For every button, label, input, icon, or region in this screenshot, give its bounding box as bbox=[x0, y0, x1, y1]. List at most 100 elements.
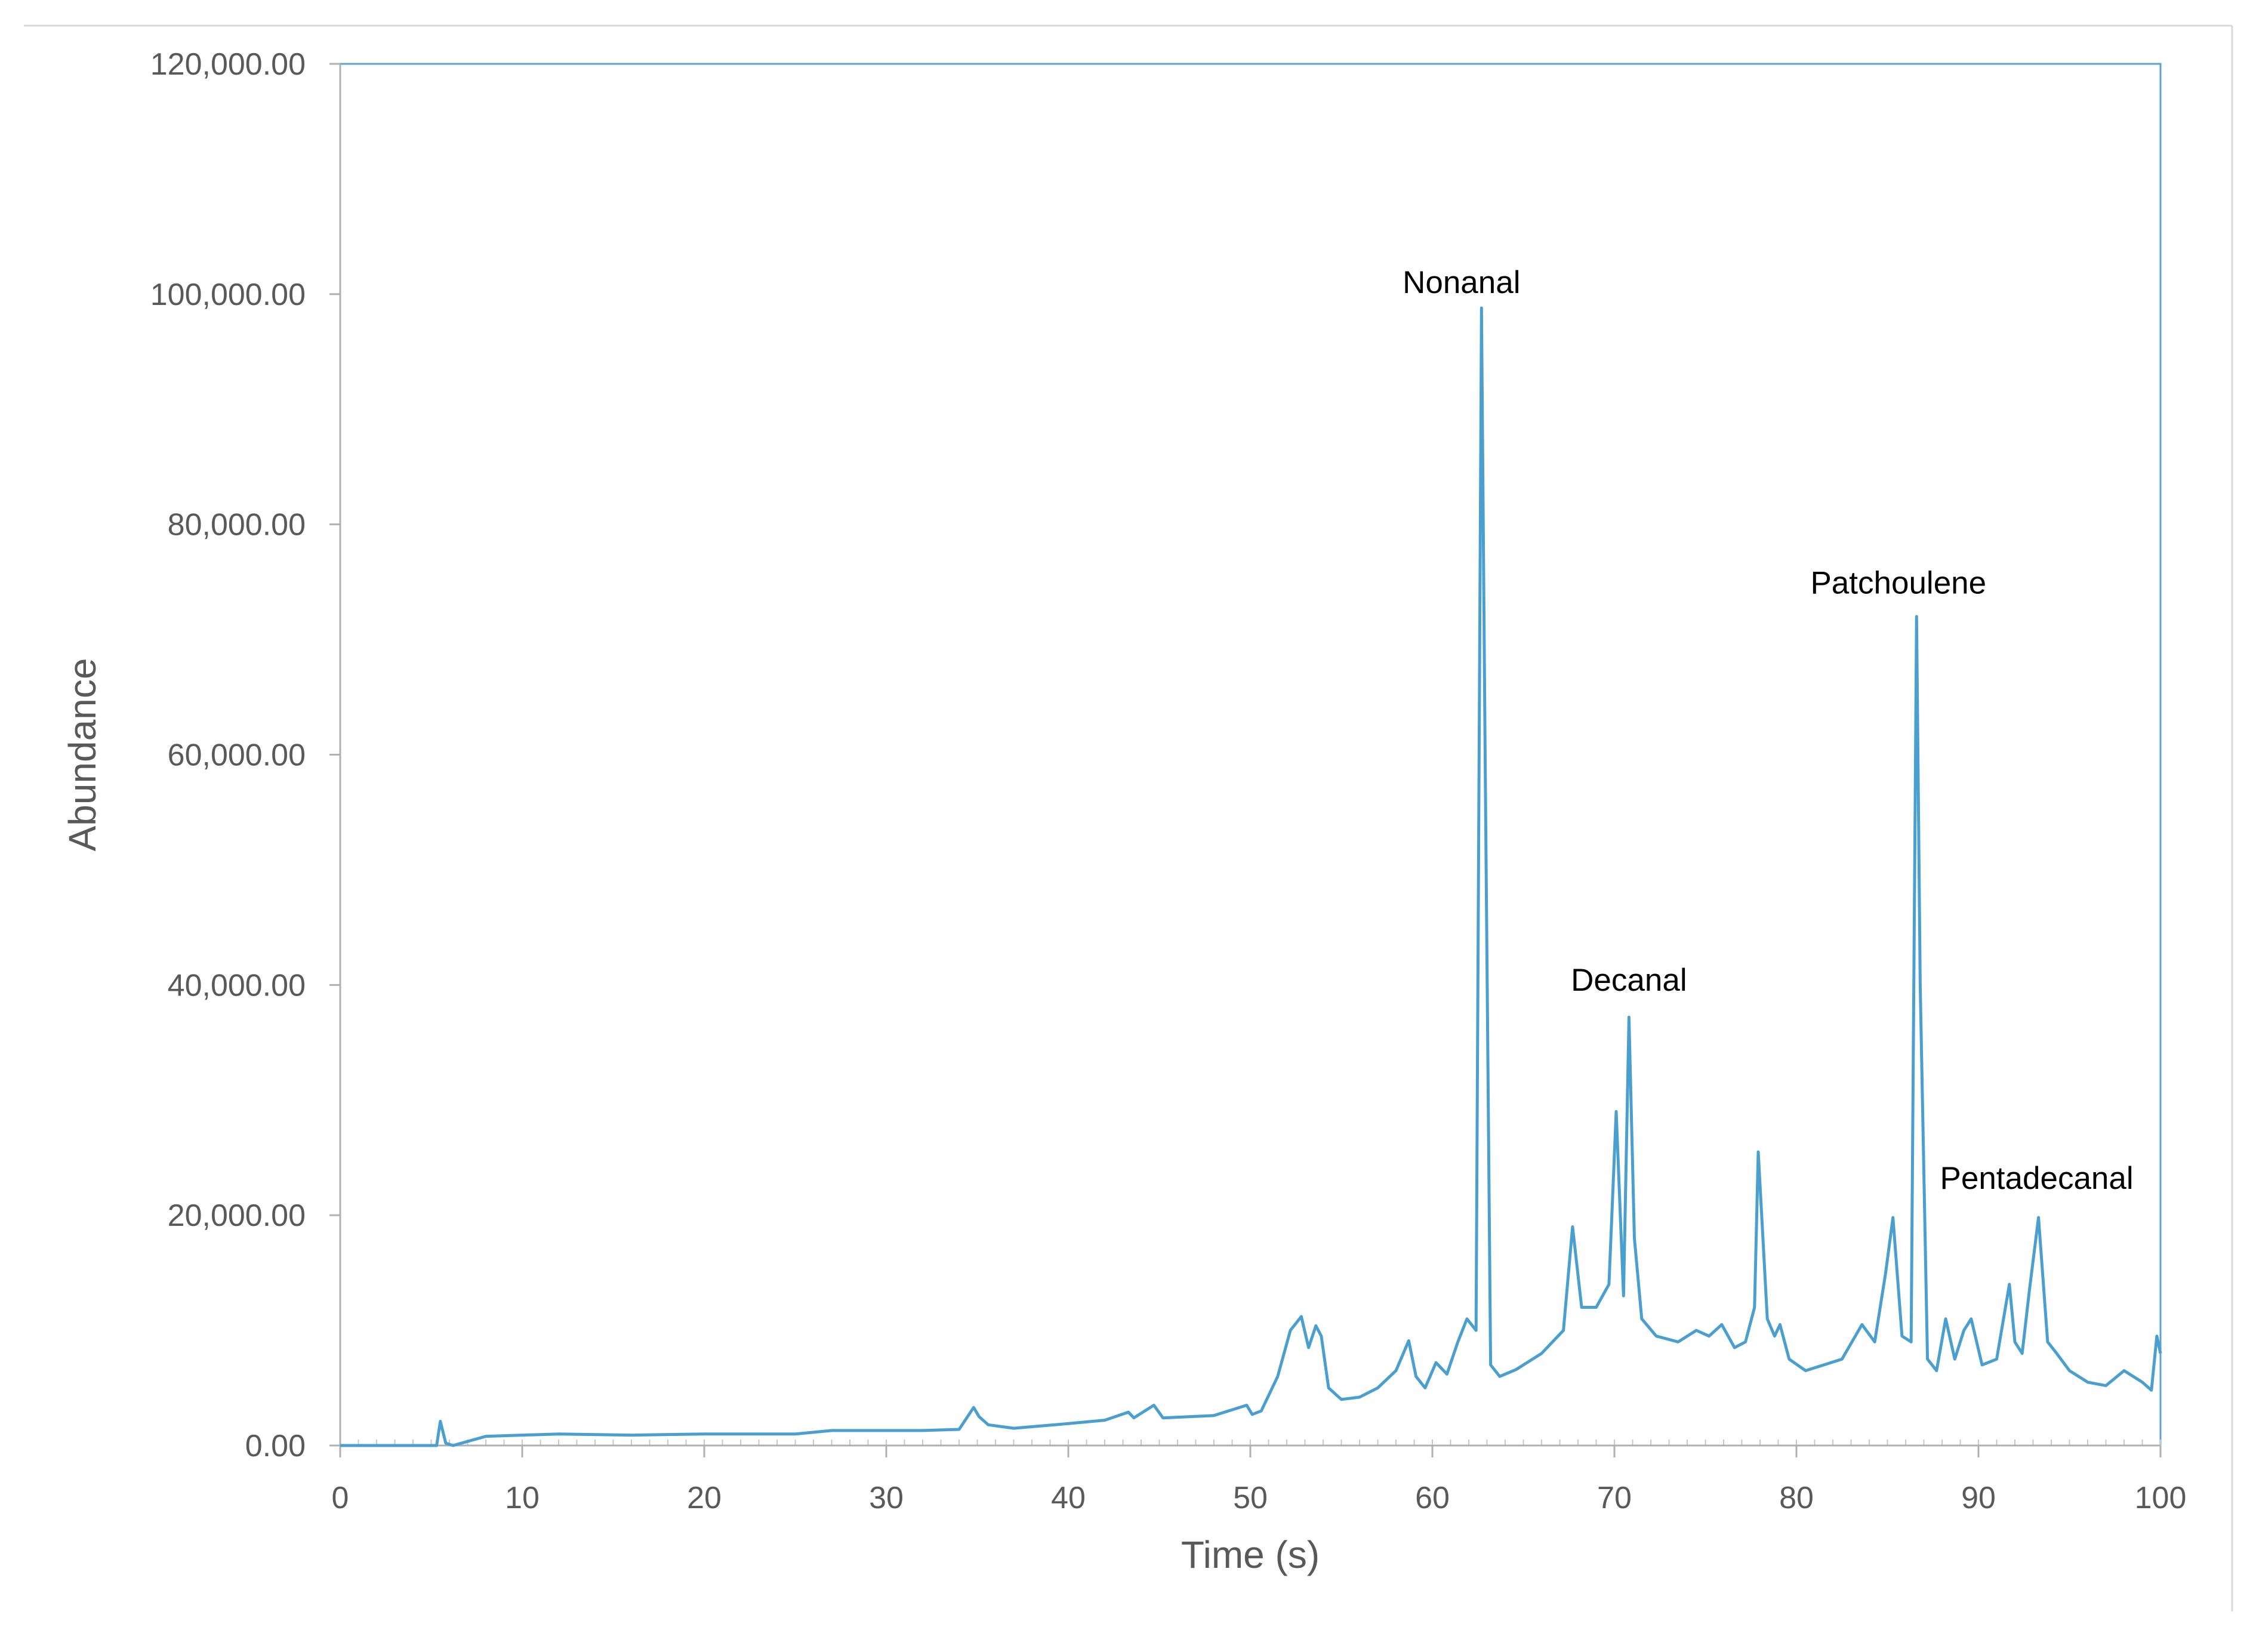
data-point bbox=[2014, 1341, 2016, 1343]
data-point bbox=[2141, 1381, 2143, 1383]
y-tick-label: 120,000.00 bbox=[150, 47, 306, 82]
data-point bbox=[1935, 1370, 1937, 1371]
data-point bbox=[1767, 1318, 1768, 1320]
data-point bbox=[2156, 1335, 2158, 1337]
x-tick-label: 10 bbox=[505, 1481, 540, 1515]
data-point bbox=[1246, 1404, 1247, 1406]
data-point bbox=[2105, 1385, 2107, 1386]
data-point bbox=[1290, 1330, 1292, 1332]
data-point bbox=[1954, 1358, 1956, 1360]
data-point bbox=[2056, 1352, 2058, 1354]
data-point bbox=[1133, 1417, 1135, 1419]
data-point bbox=[1484, 754, 1486, 756]
data-point bbox=[1377, 1387, 1379, 1389]
data-point bbox=[485, 1435, 487, 1437]
data-point bbox=[2069, 1370, 2070, 1371]
data-point bbox=[1213, 1414, 1215, 1416]
data-point bbox=[1153, 1404, 1155, 1406]
data-point bbox=[1927, 1358, 1928, 1360]
data-point bbox=[1104, 1419, 1106, 1421]
data-point bbox=[2029, 1289, 2030, 1291]
peak-label: Patchoulene bbox=[1810, 565, 1986, 600]
data-point bbox=[1774, 1335, 1776, 1337]
data-point bbox=[978, 1416, 980, 1417]
data-point bbox=[1696, 1330, 1697, 1332]
data-point bbox=[1970, 1318, 1972, 1320]
data-point bbox=[1466, 1318, 1468, 1320]
data-point bbox=[1320, 1335, 1322, 1337]
y-axis: 0.00 20,000.00 40,000.00 60,000.00 80,000.00… bbox=[150, 47, 341, 1463]
data-point bbox=[2160, 1352, 2162, 1354]
data-point bbox=[2021, 1352, 2023, 1354]
data-point bbox=[2008, 1283, 2010, 1285]
data-point bbox=[2123, 1370, 2125, 1371]
data-point bbox=[2046, 1341, 2048, 1343]
data-point bbox=[1127, 1411, 1129, 1413]
data-point bbox=[987, 1424, 989, 1426]
data-point bbox=[1721, 1324, 1722, 1326]
x-tick-label: 60 bbox=[1415, 1481, 1450, 1515]
data-point bbox=[1490, 1364, 1491, 1366]
data-point bbox=[1359, 1396, 1361, 1398]
data-point bbox=[1252, 1413, 1253, 1415]
data-point bbox=[1541, 1352, 1543, 1354]
data-point bbox=[1144, 1410, 1146, 1412]
data-point bbox=[958, 1428, 960, 1430]
data-point bbox=[1708, 1335, 1710, 1337]
y-tick-label: 20,000.00 bbox=[168, 1198, 306, 1233]
y-tick-label: 100,000.00 bbox=[150, 278, 306, 312]
data-point bbox=[1981, 1364, 1983, 1366]
data-point bbox=[1874, 1341, 1876, 1343]
data-point bbox=[1315, 1325, 1317, 1327]
data-point bbox=[704, 1433, 705, 1435]
data-point bbox=[1013, 1428, 1015, 1429]
x-tick-label: 0 bbox=[332, 1481, 349, 1515]
peak-annotations: Nonanal Decanal Patchoulene Pentadecanal bbox=[1403, 265, 2134, 1196]
data-point bbox=[1457, 1341, 1459, 1343]
data-point bbox=[1562, 1330, 1564, 1332]
data-point bbox=[1885, 1272, 1887, 1274]
data-point bbox=[1415, 1376, 1417, 1377]
data-point bbox=[2150, 1389, 2152, 1391]
data-point bbox=[1910, 1341, 1912, 1343]
data-point bbox=[445, 1443, 446, 1444]
x-axis-title: Time (s) bbox=[1181, 1533, 1320, 1576]
data-point bbox=[1435, 1362, 1437, 1364]
x-tick-label: 30 bbox=[869, 1481, 904, 1515]
data-point bbox=[1656, 1335, 1657, 1337]
data-point bbox=[1677, 1341, 1679, 1343]
y-tick-label: 80,000.00 bbox=[168, 508, 306, 543]
data-point bbox=[1805, 1370, 1807, 1371]
peak-label: Nonanal bbox=[1403, 265, 1520, 300]
data-point bbox=[1753, 1306, 1755, 1308]
x-tick-label: 100 bbox=[2135, 1481, 2187, 1515]
peak-label: Pentadecanal bbox=[1940, 1161, 2134, 1196]
y-tick-label: 40,000.00 bbox=[168, 968, 306, 1003]
data-point bbox=[439, 1420, 441, 1422]
data-point bbox=[1571, 1226, 1573, 1228]
data-point bbox=[1515, 1369, 1517, 1370]
data-point bbox=[1499, 1376, 1500, 1377]
data-point bbox=[1623, 1295, 1625, 1297]
x-tick-label: 50 bbox=[1233, 1481, 1268, 1515]
abundance-line bbox=[340, 306, 2162, 1447]
data-point bbox=[2038, 1217, 2039, 1219]
data-point bbox=[1892, 1217, 1894, 1219]
data-point bbox=[922, 1429, 924, 1431]
data-point bbox=[1277, 1376, 1278, 1377]
data-point bbox=[1300, 1315, 1302, 1317]
data-point bbox=[1779, 1324, 1781, 1326]
data-point bbox=[973, 1407, 975, 1408]
data-point bbox=[1068, 1423, 1070, 1425]
data-point bbox=[2087, 1381, 2089, 1383]
x-axis: 0 10 20 30 40 50 60 70 80 90 100 bbox=[332, 1444, 2187, 1515]
x-tick-label: 70 bbox=[1597, 1481, 1632, 1515]
data-point bbox=[1424, 1387, 1426, 1389]
y-tick-label: 0.00 bbox=[245, 1429, 306, 1463]
x-tick-label: 20 bbox=[687, 1481, 722, 1515]
data-point bbox=[1745, 1341, 1746, 1343]
data-point bbox=[340, 1445, 341, 1447]
data-point bbox=[831, 1429, 833, 1431]
